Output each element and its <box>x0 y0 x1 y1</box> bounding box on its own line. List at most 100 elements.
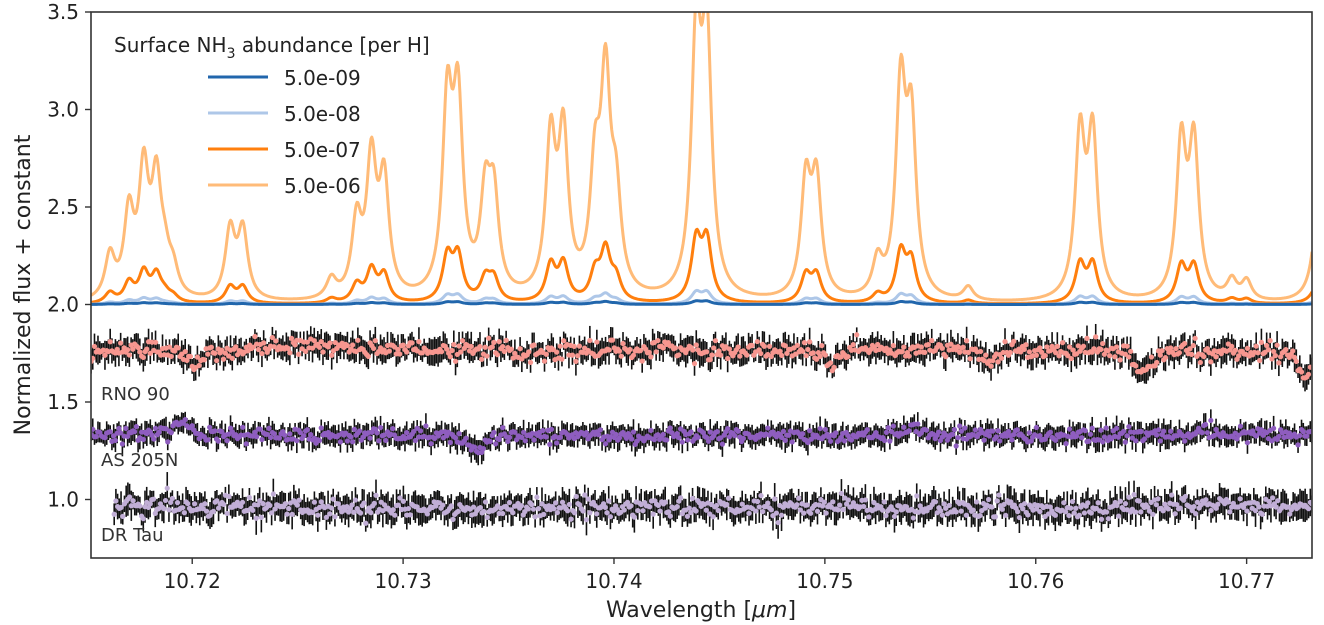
data-point <box>1026 430 1033 436</box>
data-point <box>116 425 122 432</box>
data-point <box>805 439 811 446</box>
data-point <box>243 441 249 447</box>
data-point <box>753 508 759 514</box>
data-point <box>948 341 954 347</box>
y-tick-label: 1.0 <box>47 488 79 512</box>
data-point <box>479 356 485 362</box>
x-tick-label: 10.73 <box>374 569 431 593</box>
data-point <box>1269 356 1275 362</box>
data-point <box>1295 442 1301 448</box>
data-point <box>1176 350 1183 356</box>
data-point <box>351 426 357 432</box>
data-point <box>395 346 401 353</box>
model-layer <box>91 12 1312 306</box>
data-point <box>1232 347 1238 353</box>
data-point <box>205 437 211 443</box>
data-point <box>213 357 220 364</box>
data-point <box>1194 499 1200 505</box>
data-point <box>657 508 663 514</box>
data-point <box>676 435 682 441</box>
data-point <box>1122 500 1129 507</box>
data-point <box>1021 346 1027 353</box>
data-point <box>648 427 654 434</box>
data-point <box>628 503 634 509</box>
data-point <box>172 348 178 354</box>
data-point <box>1105 516 1111 522</box>
data-point <box>529 501 535 508</box>
data-point <box>573 358 579 364</box>
data-point <box>1114 502 1120 509</box>
data-point <box>118 430 124 436</box>
data-point <box>1037 345 1043 351</box>
data-point <box>823 510 829 516</box>
data-point <box>219 347 225 353</box>
data-point <box>756 504 762 510</box>
data-point <box>534 494 540 500</box>
data-point <box>1271 348 1277 355</box>
data-point <box>1129 506 1135 512</box>
data-point <box>800 431 806 437</box>
data-point <box>779 434 785 441</box>
data-point <box>616 435 623 441</box>
data-point <box>487 438 494 445</box>
legend: Surface NH3 abundance [per H] 5.0e-09 5.0… <box>114 33 430 198</box>
data-point <box>1253 433 1259 439</box>
data-point <box>140 516 146 522</box>
data-point <box>285 345 291 352</box>
data-point <box>650 511 656 517</box>
data-point <box>559 356 565 362</box>
data-point <box>489 344 495 350</box>
data-point <box>519 356 525 362</box>
data-point <box>288 335 295 341</box>
data-point <box>459 338 466 344</box>
data-point <box>566 501 572 508</box>
data-point <box>363 520 369 526</box>
data-point <box>250 507 256 513</box>
data-point <box>1001 501 1007 508</box>
data-point <box>419 350 426 356</box>
data-point <box>1107 353 1113 359</box>
data-point <box>405 505 412 512</box>
data-point <box>292 342 298 348</box>
data-point <box>725 355 731 362</box>
data-point <box>901 424 907 430</box>
data-point <box>400 342 406 348</box>
data-point <box>315 512 321 518</box>
data-point <box>914 493 920 499</box>
data-point <box>257 426 263 432</box>
data-point <box>404 349 410 355</box>
data-point <box>744 352 750 358</box>
data-point <box>595 431 602 438</box>
data-point <box>1168 345 1174 351</box>
data-point <box>1124 343 1130 349</box>
data-point <box>512 429 518 435</box>
data-point <box>328 505 335 511</box>
data-point <box>1283 347 1289 353</box>
data-point <box>640 508 646 514</box>
data-point <box>1244 508 1250 514</box>
data-point <box>960 344 966 350</box>
data-point <box>890 423 896 429</box>
data-point <box>1159 348 1165 354</box>
data-point <box>261 340 267 346</box>
data-point <box>553 500 559 506</box>
data-point <box>1066 512 1072 519</box>
data-point <box>1227 509 1233 515</box>
data-point <box>1291 354 1298 360</box>
data-point <box>607 514 614 520</box>
data-point <box>258 514 264 521</box>
data-point <box>1177 505 1183 511</box>
data-point <box>123 425 129 431</box>
observed-series <box>91 409 1312 466</box>
data-point <box>963 512 969 518</box>
star-label: RNO 90 <box>101 384 170 405</box>
data-point <box>205 351 211 357</box>
data-point <box>491 339 497 345</box>
data-point <box>1162 355 1169 361</box>
data-point <box>777 348 783 354</box>
data-point <box>107 339 113 345</box>
data-point <box>660 431 666 438</box>
data-point <box>541 358 548 364</box>
data-point <box>850 500 857 506</box>
data-point <box>1208 417 1214 424</box>
